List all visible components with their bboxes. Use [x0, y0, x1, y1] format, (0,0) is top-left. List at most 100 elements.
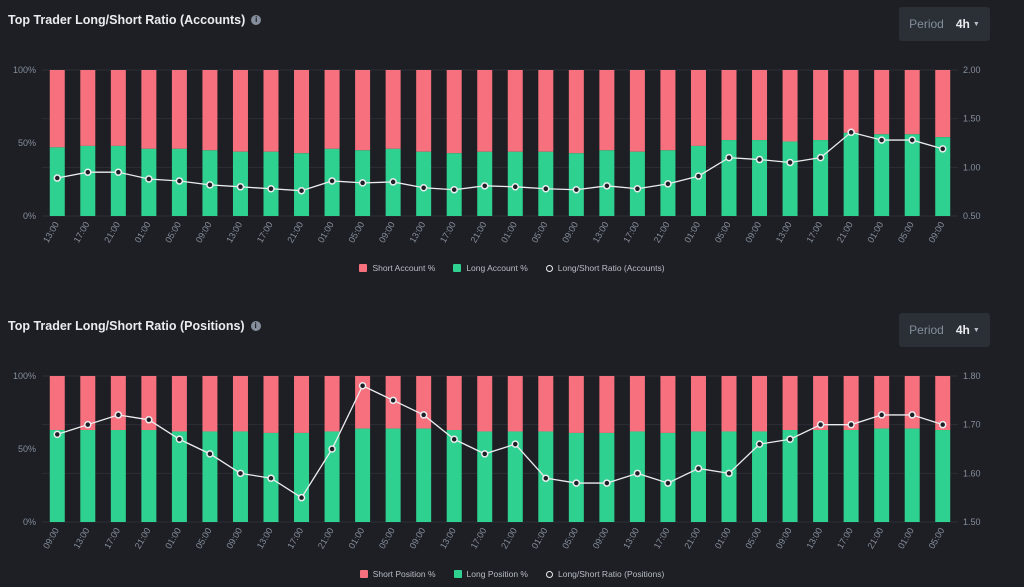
short-bar — [660, 70, 676, 151]
ratio-point — [267, 474, 275, 482]
x-tick: 05:00 — [194, 526, 214, 551]
legend-short[interactable]: Short Account % — [359, 263, 435, 273]
period-value: 4h — [955, 323, 970, 337]
period-dropdown[interactable]: Period 4h ▼ — [899, 313, 990, 347]
page-title: Top Trader Long/Short Ratio (Accounts) i — [8, 13, 262, 27]
long-bar — [416, 428, 432, 522]
long-bar — [782, 430, 798, 522]
x-tick: 17:00 — [652, 526, 672, 551]
ratio-point — [145, 175, 153, 183]
long-bar — [813, 140, 829, 216]
long-bar — [874, 428, 890, 522]
short-bar — [507, 70, 523, 152]
ratio-point — [725, 153, 733, 162]
x-tick: 05:00 — [743, 526, 763, 551]
x-tick: 05:00 — [927, 526, 947, 551]
x-tick: 13:00 — [621, 526, 641, 551]
accounts-panel: Top Trader Long/Short Ratio (Accounts) i… — [0, 0, 1024, 290]
chevron-down-icon: ▼ — [972, 20, 980, 28]
short-bar — [171, 70, 187, 149]
long-swatch — [453, 570, 462, 578]
short-bar — [202, 376, 218, 432]
long-bar — [80, 145, 96, 216]
ratio-point — [542, 474, 550, 482]
long-bar — [660, 432, 676, 522]
ratio-point — [786, 435, 794, 444]
y-tick-right: 1.60 — [963, 468, 981, 478]
short-bar — [904, 70, 920, 135]
ratio-point — [816, 420, 825, 429]
short-bar — [568, 376, 584, 433]
info-icon[interactable]: i — [251, 15, 262, 25]
ratio-line — [57, 384, 943, 499]
ratio-point — [877, 136, 886, 144]
period-label: Period — [909, 17, 944, 31]
ratio-point — [145, 416, 153, 424]
long-bar — [80, 430, 96, 522]
ratio-point — [938, 420, 947, 429]
ratio-point — [84, 168, 92, 176]
short-bar — [843, 70, 859, 133]
ratio-point — [450, 185, 458, 194]
short-bar — [49, 376, 65, 431]
x-tick: 21:00 — [316, 526, 336, 551]
long-bar — [294, 432, 310, 522]
x-tick: 01:00 — [896, 526, 916, 551]
long-bar — [49, 430, 65, 522]
x-tick: 21:00 — [865, 526, 885, 551]
x-tick: 17:00 — [469, 526, 489, 551]
short-bar — [782, 376, 798, 431]
short-bar — [721, 70, 737, 141]
short-bar — [477, 376, 493, 432]
short-bar — [599, 70, 615, 151]
ratio-point — [328, 177, 336, 185]
short-bar — [110, 376, 126, 431]
y-tick-left: 0% — [23, 517, 36, 527]
x-tick: 17:00 — [285, 526, 305, 551]
legend-long[interactable]: Long Account % — [453, 263, 528, 273]
long-bar — [171, 431, 187, 522]
legend-ratio[interactable]: Long/Short Ratio (Accounts) — [545, 263, 665, 273]
short-bar — [782, 70, 798, 142]
ratio-line — [57, 131, 943, 192]
x-tick: 01:00 — [530, 526, 550, 551]
long-bar — [782, 141, 798, 216]
long-bar — [843, 132, 859, 216]
ratio-point — [603, 182, 611, 190]
ratio-point — [786, 158, 794, 167]
ratio-point — [236, 183, 245, 191]
short-bar — [80, 376, 96, 431]
short-bar — [49, 70, 65, 148]
legend-short[interactable]: Short Position % — [359, 569, 436, 579]
short-bar — [355, 70, 371, 151]
period-value: 4h — [955, 17, 970, 31]
chart-legend: Short Position % Long Position % Long/Sh… — [0, 569, 1024, 579]
legend-long-label: Long Account % — [466, 263, 528, 273]
legend-short-label: Short Position % — [372, 569, 436, 579]
ratio-point — [725, 469, 733, 478]
ratio-point — [694, 172, 703, 180]
legend-long[interactable]: Long Position % — [453, 569, 528, 579]
legend-ratio[interactable]: Long/Short Ratio (Positions) — [545, 569, 664, 579]
x-tick: 13:00 — [804, 526, 824, 551]
short-bar — [263, 376, 279, 433]
ratio-point — [53, 430, 62, 439]
info-icon[interactable]: i — [250, 321, 261, 331]
ratio-point — [908, 411, 916, 419]
short-bar — [690, 376, 706, 432]
ratio-point — [694, 464, 703, 473]
long-bar — [904, 134, 920, 216]
y-tick-left: 0% — [23, 211, 36, 221]
short-bar — [568, 70, 584, 154]
ratio-point — [755, 440, 764, 448]
ratio-point — [480, 182, 489, 190]
x-tick: 09:00 — [591, 526, 611, 551]
x-tick: 21:00 — [682, 526, 702, 551]
long-bar — [690, 431, 706, 522]
ratio-point — [603, 479, 611, 487]
long-bar — [263, 151, 279, 216]
x-tick: 13:00 — [438, 526, 458, 551]
period-dropdown[interactable]: Period 4h ▼ — [899, 7, 990, 41]
ratio-point — [419, 411, 428, 419]
